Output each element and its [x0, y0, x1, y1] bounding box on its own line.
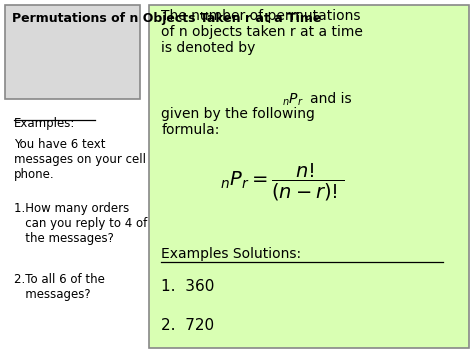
- Text: $_nP_r$: $_nP_r$: [282, 92, 304, 108]
- Text: and is: and is: [310, 92, 352, 105]
- Text: 1.How many orders
   can you reply to 4 of
   the messages?: 1.How many orders can you reply to 4 of …: [14, 202, 147, 245]
- Text: Examples:: Examples:: [14, 117, 75, 130]
- Text: Examples Solutions:: Examples Solutions:: [161, 247, 301, 261]
- Text: Permutations of n Objects Taken r at a Time: Permutations of n Objects Taken r at a T…: [12, 12, 321, 26]
- Text: given by the following
formula:: given by the following formula:: [161, 106, 315, 137]
- Text: 2.To all 6 of the
   messages?: 2.To all 6 of the messages?: [14, 273, 105, 301]
- Text: 2.  720: 2. 720: [161, 318, 214, 333]
- Text: The number of permutations
of n objects taken r at a time
is denoted by: The number of permutations of n objects …: [161, 9, 363, 55]
- Text: $_nP_r = \dfrac{n!}{(n-r)!}$: $_nP_r = \dfrac{n!}{(n-r)!}$: [220, 162, 344, 203]
- FancyBboxPatch shape: [149, 5, 469, 348]
- FancyBboxPatch shape: [5, 5, 140, 99]
- Text: You have 6 text
messages on your cell
phone.: You have 6 text messages on your cell ph…: [14, 138, 146, 181]
- Text: 1.  360: 1. 360: [161, 279, 215, 294]
